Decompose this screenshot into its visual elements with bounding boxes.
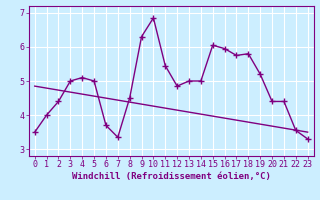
X-axis label: Windchill (Refroidissement éolien,°C): Windchill (Refroidissement éolien,°C) [72, 172, 271, 181]
